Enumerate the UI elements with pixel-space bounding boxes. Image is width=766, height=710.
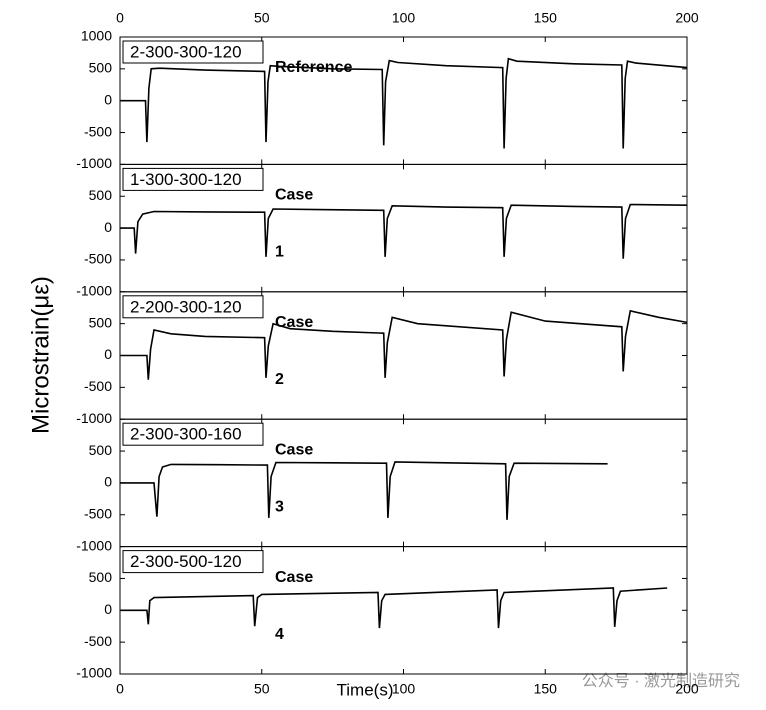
y-tick-label: 0 (104, 346, 112, 362)
annotation: 3 (275, 498, 284, 515)
y-tick-label: -500 (84, 505, 112, 521)
x-tick-label-top: 150 (534, 10, 558, 26)
x-tick-label: 50 (254, 681, 270, 697)
watermark: 公众号 · 激光制造研究 (582, 672, 740, 690)
y-tick-label: 500 (89, 60, 113, 76)
x-tick-label: 100 (392, 681, 416, 697)
y-tick-label: 1000 (81, 28, 112, 44)
annotation: Case (275, 314, 313, 331)
x-tick-label-top: 200 (675, 10, 699, 26)
x-tick-label-top: 0 (116, 10, 124, 26)
y-tick-label: 0 (104, 474, 112, 490)
y-tick-label: 0 (104, 601, 112, 617)
label-box (122, 295, 264, 319)
annotation: 2 (275, 371, 284, 388)
panel-label: 2-300-500-120 (130, 552, 242, 571)
label-box (122, 167, 264, 191)
y-axis-label: Microstrain(με) (27, 276, 54, 434)
y-tick-label: 500 (89, 442, 113, 458)
x-axis-label: Time(s) (337, 680, 394, 699)
panel-label: 2-300-300-160 (130, 425, 242, 444)
panel-label: 1-300-300-120 (130, 170, 242, 189)
y-tick-label: 500 (89, 187, 113, 203)
strain-line (120, 461, 608, 520)
x-tick-label: 0 (116, 681, 124, 697)
y-tick-label: 0 (104, 219, 112, 235)
x-tick-label: 150 (534, 681, 558, 697)
y-tick-label: -500 (84, 633, 112, 649)
strain-line (120, 587, 668, 629)
y-tick-label: -1000 (76, 665, 112, 681)
strain-line (120, 203, 688, 259)
y-tick-label: -500 (84, 123, 112, 139)
y-tick-label: -1000 (76, 155, 112, 171)
y-tick-label: -500 (84, 251, 112, 267)
label-box (122, 422, 264, 446)
x-tick-label-top: 50 (254, 10, 270, 26)
label-box (122, 550, 264, 574)
y-tick-label: 500 (89, 569, 113, 585)
panel-label: 2-300-300-120 (130, 42, 242, 61)
annotation: Reference (275, 59, 352, 76)
panel-label: 2-200-300-120 (130, 297, 242, 316)
y-tick-label: -1000 (76, 283, 112, 299)
strain-line (120, 309, 688, 380)
label-box (122, 40, 264, 64)
annotation: 1 (275, 244, 284, 261)
x-tick-label-top: 100 (392, 10, 416, 26)
annotation: Case (275, 187, 313, 204)
annotation: Case (275, 441, 313, 458)
annotation: Case (275, 569, 313, 586)
y-tick-label: -1000 (76, 537, 112, 553)
y-tick-label: -1000 (76, 410, 112, 426)
y-tick-label: 500 (89, 314, 113, 330)
strain-line (120, 57, 688, 149)
annotation: 4 (275, 626, 284, 643)
y-tick-label: 0 (104, 91, 112, 107)
x-tick-label: 200 (675, 681, 699, 697)
y-tick-label: -500 (84, 378, 112, 394)
